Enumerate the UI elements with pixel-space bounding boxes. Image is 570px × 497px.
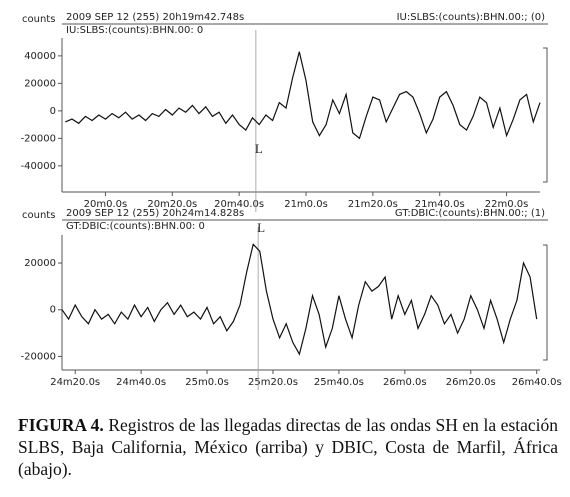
- x-tick-label: 22m0.0s: [485, 199, 529, 210]
- waveform: [65, 51, 541, 140]
- y-tick-label: 0: [50, 106, 56, 117]
- x-tick-label: 20m40.0s: [214, 199, 264, 210]
- phase-label: L: [257, 220, 265, 235]
- y-unit: counts: [22, 210, 55, 221]
- channel: IU:SLBS:(counts):BHN.00:; (0): [397, 12, 545, 23]
- x-tick-label: 26m0.0s: [383, 377, 427, 388]
- y-tick-label: 20000: [24, 78, 56, 89]
- y-tick-label: -20000: [21, 351, 56, 362]
- right-bracket: [543, 47, 548, 183]
- y-tick-label: -20000: [21, 133, 56, 144]
- x-tick-label: 24m20.0s: [50, 377, 100, 388]
- waveform: [61, 243, 538, 356]
- figure: counts 2009 SEP 12 (255) 20h19m42.748s IU:…: [21, 12, 562, 390]
- y-unit: counts: [22, 14, 55, 25]
- x-tick-label: 26m20.0s: [446, 377, 496, 388]
- caption-label: FIGURA 4.: [18, 415, 104, 435]
- x-tick-label: 25m20.0s: [248, 377, 298, 388]
- x-tick-label: 20m0.0s: [84, 199, 128, 210]
- x-tick-label: 20m20.0s: [147, 199, 197, 210]
- y-tick-label: -40000: [21, 161, 56, 172]
- y-tick-label: 0: [50, 305, 56, 316]
- x-tick-label: 26m40.0s: [512, 377, 562, 388]
- start-time: 2009 SEP 12 (255) 20h19m42.748s: [66, 12, 244, 23]
- caption: FIGURA 4. Registros de las llegadas dire…: [18, 414, 558, 480]
- right-bracket: [543, 244, 548, 361]
- caption-text: Registros de las llegadas directas de la…: [18, 415, 559, 479]
- x-tick-label: 21m20.0s: [348, 199, 398, 210]
- y-tick-label: 40000: [24, 51, 56, 62]
- x-tick-label: 25m0.0s: [185, 377, 229, 388]
- x-tick-label: 25m40.0s: [314, 377, 364, 388]
- trace-label: GT:DBIC:(counts):BHN.00: 0: [66, 221, 205, 232]
- channel: GT:DBIC:(counts):BHN.00:; (1): [395, 208, 545, 219]
- phase-label: L: [255, 141, 263, 156]
- x-tick-label: 21m0.0s: [284, 199, 328, 210]
- y-tick-label: 20000: [24, 258, 56, 269]
- trace-label: IU:SLBS:(counts):BHN.00: 0: [66, 25, 203, 36]
- x-tick-label: 24m40.0s: [116, 377, 166, 388]
- start-time: 2009 SEP 12 (255) 20h24m14.828s: [66, 208, 244, 219]
- x-tick-label: 21m40.0s: [415, 199, 465, 210]
